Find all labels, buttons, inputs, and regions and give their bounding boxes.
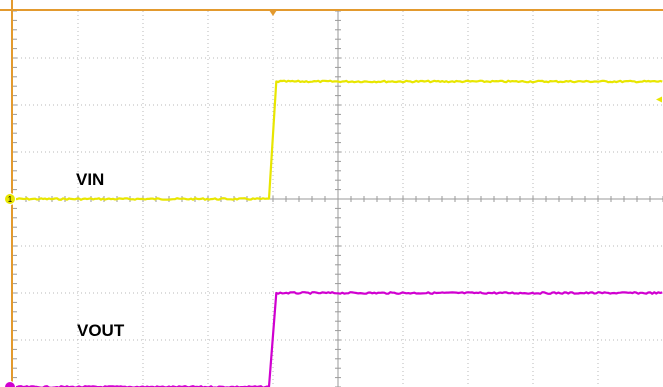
channel-marker-vout: [4, 381, 16, 387]
trace-labels: VIN VOUT: [76, 170, 125, 340]
trace-vin: [13, 79, 663, 201]
vin-trace-label: VIN: [76, 170, 104, 189]
markers: 1: [4, 10, 662, 387]
trigger-position-marker: [269, 10, 277, 16]
channel-number: 1: [8, 195, 13, 204]
vout-trace-label: VOUT: [77, 321, 125, 340]
trigger-level-marker: [656, 96, 662, 103]
channel-marker-vin: [4, 193, 16, 205]
